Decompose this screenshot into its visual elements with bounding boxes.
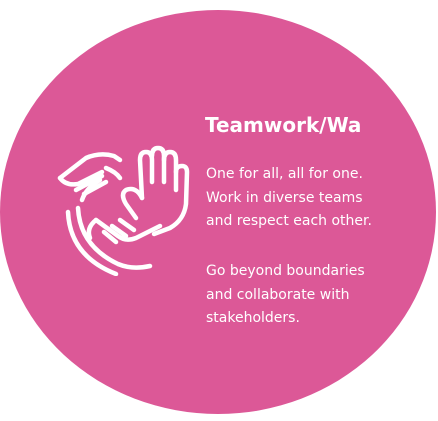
paragraph-two: Go beyond boundaries and collaborate wit… bbox=[206, 260, 416, 331]
paragraph-line: Go beyond boundaries bbox=[206, 263, 365, 279]
paragraph-one: One for all, all for one. Work in divers… bbox=[206, 163, 416, 234]
paragraph-line: and respect each other. bbox=[206, 213, 372, 229]
paragraph-line: One for all, all for one. bbox=[206, 166, 363, 182]
paragraph-line: Work in diverse teams bbox=[206, 189, 363, 206]
teamwork-hands-icon bbox=[57, 145, 190, 276]
card-title: Teamwork/Wa bbox=[205, 113, 362, 137]
pink-circle-card bbox=[0, 10, 436, 414]
paragraph-line: stakeholders. bbox=[206, 310, 300, 326]
paragraph-line: and collaborate with bbox=[206, 286, 350, 303]
